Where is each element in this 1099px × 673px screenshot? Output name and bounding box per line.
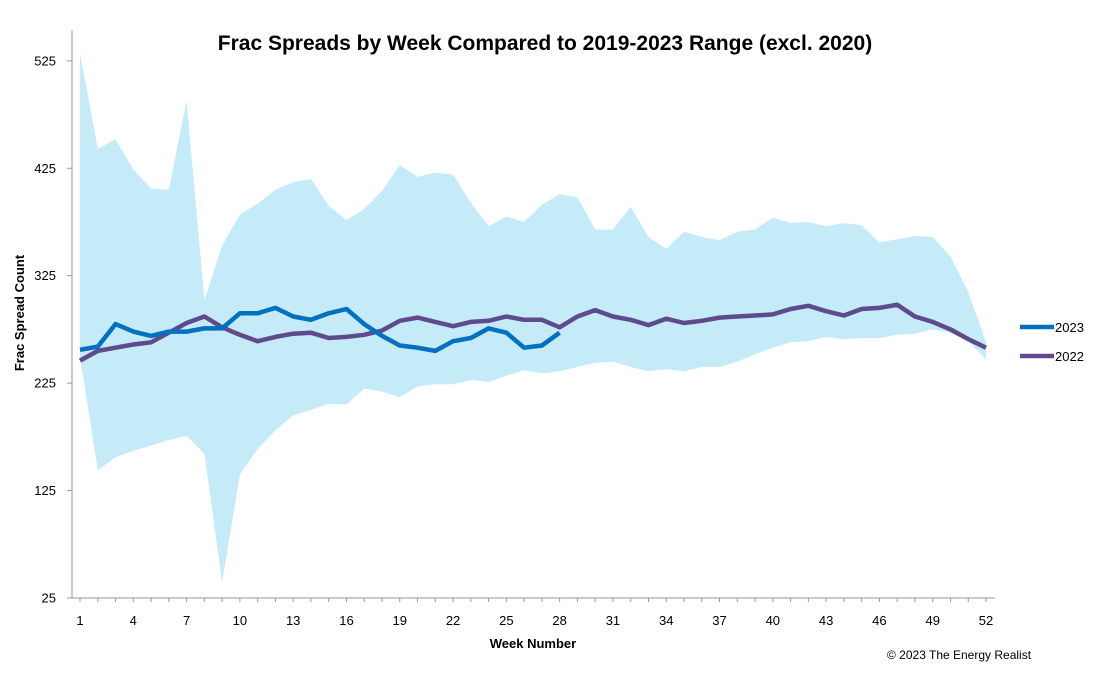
y-tick-label: 25 xyxy=(42,591,56,606)
x-tick-label: 13 xyxy=(286,613,300,628)
x-tick-label: 28 xyxy=(552,613,566,628)
copyright-note: © 2023 The Energy Realist xyxy=(887,648,1032,662)
x-tick-label: 46 xyxy=(872,613,886,628)
x-tick-label: 43 xyxy=(819,613,833,628)
x-tick-label: 52 xyxy=(979,613,993,628)
x-tick-label: 7 xyxy=(183,613,190,628)
x-tick-label: 16 xyxy=(339,613,353,628)
y-tick-label: 225 xyxy=(34,376,56,391)
x-tick-label: 25 xyxy=(499,613,513,628)
x-tick-label: 10 xyxy=(233,613,247,628)
x-tick-label: 49 xyxy=(925,613,939,628)
chart-title: Frac Spreads by Week Compared to 2019-20… xyxy=(218,32,872,55)
axes: 25 125 225 325 425 525 1 4 7 10 13 16 19 22 25 28 31 34 37… xyxy=(34,30,995,628)
series-layer xyxy=(78,302,987,363)
x-tick-label: 1 xyxy=(76,613,83,628)
x-tick-label: 31 xyxy=(606,613,620,628)
x-tick-label: 34 xyxy=(659,613,673,628)
x-tick-label: 22 xyxy=(446,613,460,628)
x-tick-label: 4 xyxy=(130,613,137,628)
legend-label-2022: 2022 xyxy=(1055,349,1084,364)
y-tick-label: 425 xyxy=(34,161,56,176)
x-tick-label: 40 xyxy=(766,613,780,628)
series-line-2023 xyxy=(79,305,561,354)
x-tick-label: 19 xyxy=(393,613,407,628)
y-tick-label: 125 xyxy=(34,483,56,498)
x-axis-title: Week Number xyxy=(490,636,576,651)
y-axis-title: Frac Spread Count xyxy=(12,254,27,371)
x-tick-label: 37 xyxy=(712,613,726,628)
legend-label-2023: 2023 xyxy=(1055,320,1084,335)
series-line-2022 xyxy=(78,302,987,363)
legend: 2023 2022 xyxy=(1020,320,1084,364)
y-tick-label: 525 xyxy=(34,53,56,68)
y-tick-label: 325 xyxy=(34,268,56,283)
